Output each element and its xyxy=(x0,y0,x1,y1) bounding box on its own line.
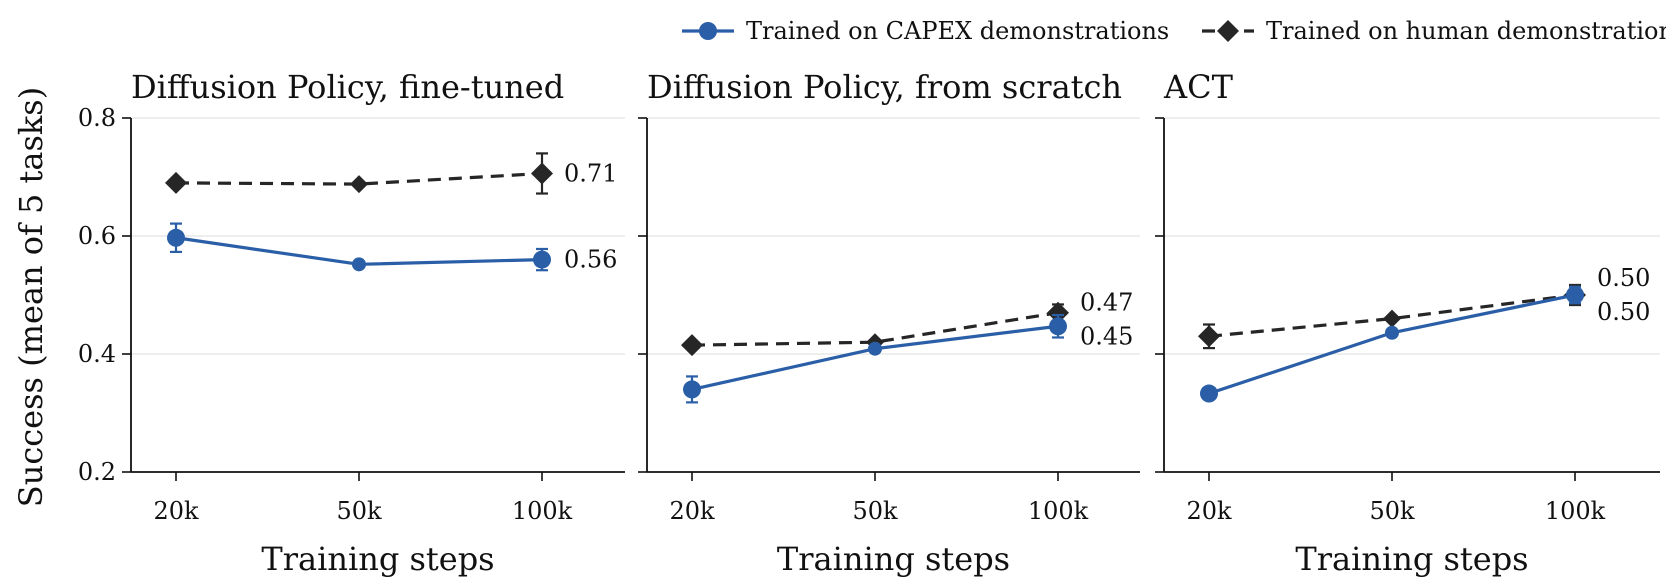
series-line xyxy=(175,171,543,186)
panel-1: 0.2 0.4 0.6 0.8 20k 50k 100k Training steps Diff… xyxy=(78,68,625,578)
x-tick-label: 100k xyxy=(512,497,573,525)
data-point xyxy=(165,171,187,194)
data-point xyxy=(167,228,185,247)
y-axis-label: Success (mean of 5 tasks) xyxy=(12,87,50,507)
panel-title: ACT xyxy=(1163,68,1234,106)
legend-label: Trained on CAPEX demonstrations xyxy=(746,17,1169,45)
data-label: 0.45 xyxy=(1080,322,1133,350)
data-point xyxy=(352,257,366,272)
x-tick-label: 20k xyxy=(669,497,715,525)
series-line xyxy=(1208,293,1576,338)
data-label: 0.50 xyxy=(1597,298,1650,326)
data-point xyxy=(683,380,701,399)
legend-marker xyxy=(699,22,717,40)
data-point xyxy=(1383,309,1401,328)
data-point xyxy=(350,175,368,194)
data-point xyxy=(1198,325,1220,348)
data-label: 0.47 xyxy=(1080,288,1133,316)
legend: Trained on CAPEX demonstrations Trained o… xyxy=(682,17,1666,45)
y-tick-label: 0.2 xyxy=(78,458,116,486)
y-tick-label: 0.8 xyxy=(78,104,116,132)
data-label: 0.50 xyxy=(1597,264,1650,292)
x-tick-label: 50k xyxy=(1369,497,1415,525)
x-axis-label: Training steps xyxy=(777,540,1010,578)
capex-series xyxy=(1200,285,1584,403)
data-point xyxy=(1049,317,1067,336)
x-axis-label: Training steps xyxy=(1295,540,1528,578)
panel-2: 20k 50k 100k Training steps Diffusion Policy… xyxy=(638,68,1140,578)
data-point xyxy=(1200,384,1218,403)
x-tick-label: 50k xyxy=(852,497,898,525)
x-tick-label: 20k xyxy=(1186,497,1232,525)
data-label: 0.56 xyxy=(564,246,617,274)
data-label: 0.71 xyxy=(564,159,617,187)
legend-item-human: Trained on human demonstrations xyxy=(1202,17,1666,45)
data-point xyxy=(533,250,551,269)
panel-3: 20k 50k 100k Training steps ACT 0.50 0.50 xyxy=(1155,68,1660,578)
x-tick-label: 20k xyxy=(153,497,199,525)
legend-item-capex: Trained on CAPEX demonstrations xyxy=(682,17,1169,45)
human-series xyxy=(165,152,553,195)
x-tick-label: 50k xyxy=(336,497,382,525)
data-point xyxy=(1047,301,1069,324)
capex-series xyxy=(683,313,1067,404)
chart-panels: 0.2 0.4 0.6 0.8 20k 50k 100k Training steps Diff… xyxy=(78,68,1660,578)
data-point xyxy=(681,334,703,357)
x-tick-label: 100k xyxy=(1545,497,1606,525)
data-point xyxy=(531,162,553,185)
panel-title: Diffusion Policy, from scratch xyxy=(647,68,1122,106)
x-axis-label: Training steps xyxy=(261,540,494,578)
data-point xyxy=(1385,325,1399,340)
series-line xyxy=(691,311,1059,347)
panel-title: Diffusion Policy, fine-tuned xyxy=(131,68,564,106)
data-point xyxy=(868,341,882,356)
capex-series xyxy=(167,222,551,272)
legend-label: Trained on human demonstrations xyxy=(1266,17,1666,45)
legend-marker xyxy=(1217,20,1239,42)
x-tick-label: 100k xyxy=(1028,497,1089,525)
y-tick-label: 0.6 xyxy=(78,222,116,250)
y-tick-label: 0.4 xyxy=(78,340,116,368)
data-point xyxy=(1566,286,1584,304)
